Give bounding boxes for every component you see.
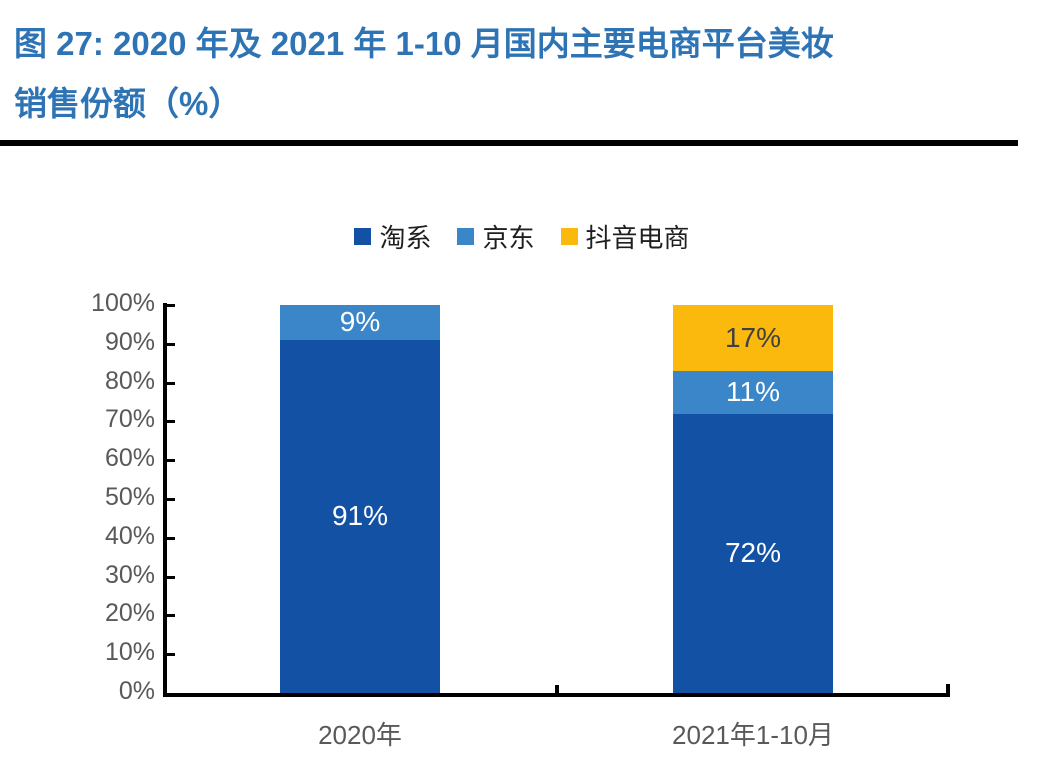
chart-legend: 淘系 京东 抖音电商 xyxy=(0,218,1044,255)
y-axis-tick-mark xyxy=(167,536,175,540)
y-axis-tick-mark xyxy=(167,342,175,346)
bar-value-label: 11% xyxy=(726,376,780,408)
bar-value-label: 72% xyxy=(724,537,782,569)
figure-title-line1: 图 27: 2020 年及 2021 年 1-10 月国内主要电商平台美妆 xyxy=(14,25,834,62)
legend-label: 京东 xyxy=(482,223,535,253)
legend-item: 京东 xyxy=(457,218,535,255)
bar-value-label: 91% xyxy=(331,500,389,532)
legend-label: 淘系 xyxy=(379,223,432,253)
y-axis-tick-mark xyxy=(167,304,175,307)
x-axis-tick-mark xyxy=(946,684,950,693)
y-axis-tick-label: 70% xyxy=(104,405,155,434)
x-axis-tick-mark xyxy=(555,685,559,693)
y-axis-tick-mark xyxy=(167,614,175,618)
bar-segment: 91% xyxy=(280,339,440,693)
y-axis-tick-label: 20% xyxy=(104,599,155,628)
bar-value-label: 17% xyxy=(724,321,782,353)
legend-label: 抖音电商 xyxy=(585,223,690,253)
figure-title-line2: 销售份额（%） xyxy=(14,85,242,122)
y-axis-tick-label: 0% xyxy=(118,677,155,705)
title-divider xyxy=(0,140,1018,146)
x-axis-category-label: 2021年1-10月 xyxy=(672,720,834,750)
bar-segment: 72% xyxy=(673,413,833,693)
y-axis-line xyxy=(163,303,167,697)
legend-swatch-icon xyxy=(354,228,372,245)
legend-swatch-icon xyxy=(560,228,578,245)
y-axis-tick-label: 40% xyxy=(104,521,155,550)
y-axis-tick-label: 80% xyxy=(104,366,155,395)
y-axis-tick-label: 50% xyxy=(104,483,155,511)
bar-value-label: 9% xyxy=(339,306,381,338)
y-axis-tick-label: 90% xyxy=(104,327,155,356)
y-axis-tick-mark xyxy=(167,575,175,579)
y-axis-tick-mark xyxy=(167,653,175,657)
bar-segment: 17% xyxy=(673,305,833,371)
x-axis-category-label: 2020年 xyxy=(318,720,402,750)
legend-swatch-icon xyxy=(457,228,475,245)
y-axis-tick-mark xyxy=(167,498,175,501)
legend-item: 淘系 xyxy=(354,218,431,255)
y-axis-tick-mark xyxy=(167,459,175,463)
y-axis-tick-mark xyxy=(167,381,175,385)
y-axis-tick-mark xyxy=(167,420,175,424)
x-axis-line xyxy=(163,693,950,697)
y-axis-tick-label: 100% xyxy=(91,289,155,317)
y-axis-tick-label: 10% xyxy=(104,638,155,667)
legend-item: 抖音电商 xyxy=(560,218,690,255)
bar-segment: 11% xyxy=(673,370,833,414)
y-axis-tick-label: 60% xyxy=(104,444,155,473)
figure-title: 图 27: 2020 年及 2021 年 1-10 月国内主要电商平台美妆 销售… xyxy=(14,14,1024,134)
bar-segment: 9% xyxy=(280,305,440,340)
y-axis-tick-label: 30% xyxy=(104,560,155,589)
